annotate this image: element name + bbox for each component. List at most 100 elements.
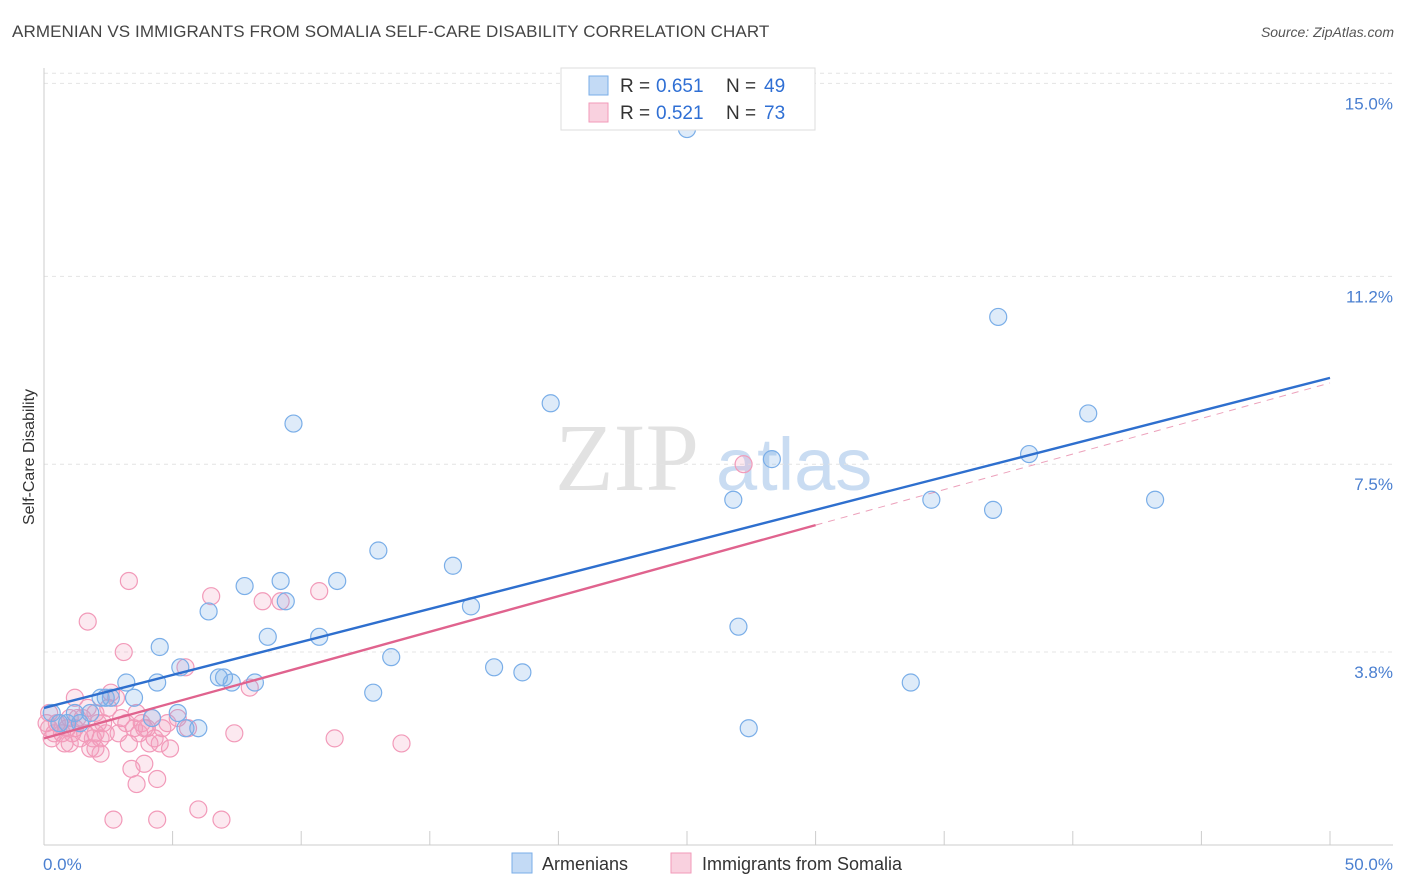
point-somalia [253, 592, 272, 611]
y-axis-label: Self-Care Disability [21, 389, 38, 525]
point-armenians [150, 637, 169, 657]
legend-n-value-0: 49 [764, 76, 785, 97]
point-somalia [86, 724, 105, 743]
series-armenians-points [42, 119, 1165, 738]
legend-n-label-1: N = [726, 103, 756, 124]
point-somalia [91, 744, 110, 763]
point-somalia [271, 592, 290, 611]
point-somalia [189, 800, 208, 819]
point-somalia [132, 714, 151, 733]
point-somalia [96, 724, 115, 743]
point-armenians [276, 592, 295, 611]
point-armenians [81, 703, 100, 723]
bottom-legend-armenians: Armenians [542, 854, 628, 874]
point-armenians [328, 571, 347, 591]
legend-r-label-0: R = [620, 76, 650, 97]
point-armenians [101, 688, 120, 707]
point-somalia [148, 769, 167, 789]
point-armenians [922, 490, 941, 509]
trend-lines [43, 376, 1331, 740]
point-armenians [176, 719, 195, 738]
trend-somalia [43, 523, 816, 740]
point-armenians [189, 719, 208, 738]
point-armenians [50, 714, 69, 733]
legend: R = 0.651 N = 49 R = 0.521 N = 73 [560, 67, 816, 131]
point-armenians [1146, 490, 1165, 509]
bottom-legend-swatch-armenians [511, 852, 533, 874]
series-somalia-points [37, 455, 753, 829]
bottom-legend-swatch-somalia [670, 852, 692, 874]
point-somalia [734, 455, 753, 474]
point-armenians [485, 658, 504, 677]
point-armenians [258, 627, 277, 646]
legend-n-value-1: 73 [764, 103, 785, 124]
legend-r-value-1: 0.521 [656, 103, 704, 124]
point-somalia [225, 724, 244, 743]
legend-r-label-1: R = [620, 103, 650, 124]
point-somalia [60, 708, 79, 728]
point-somalia [135, 719, 154, 738]
x-tick-label-min: 0.0% [43, 855, 82, 874]
legend-r-value-0: 0.651 [656, 76, 704, 97]
point-somalia [325, 729, 344, 748]
point-armenians [762, 450, 781, 469]
point-armenians [983, 500, 1003, 519]
point-somalia [104, 810, 123, 829]
point-armenians [724, 490, 743, 509]
point-armenians [142, 708, 162, 728]
bottom-legend-somalia: Immigrants from Somalia [702, 854, 903, 874]
point-somalia [86, 739, 105, 758]
point-armenians [541, 394, 560, 413]
trend-armenians [43, 376, 1331, 710]
bottom-legend: Armenians Immigrants from Somalia [511, 852, 903, 874]
gridlines [44, 72, 1393, 653]
point-armenians [739, 719, 758, 738]
point-armenians [124, 688, 144, 707]
point-armenians [513, 663, 532, 682]
y-tick-label: 7.5% [1354, 475, 1393, 494]
point-somalia [310, 582, 329, 601]
y-tick-labels: 3.8% 7.5% 11.2% 15.0% [1345, 94, 1393, 682]
point-armenians [989, 307, 1008, 327]
point-somalia [91, 729, 110, 748]
y-tick-label: 15.0% [1345, 94, 1393, 113]
point-armenians [729, 617, 748, 636]
point-somalia [114, 642, 133, 662]
point-armenians [65, 703, 84, 723]
x-tick-label-max: 50.0% [1345, 855, 1393, 874]
point-somalia [212, 810, 231, 829]
point-armenians [235, 576, 254, 596]
watermark-zip: ZIP [555, 404, 699, 511]
point-somalia [160, 739, 180, 758]
point-armenians [901, 673, 920, 692]
legend-n-label-0: N = [726, 76, 756, 97]
point-somalia [127, 774, 146, 794]
point-somalia [392, 734, 411, 753]
point-somalia [135, 754, 154, 773]
watermark: ZIP atlas [555, 404, 872, 511]
point-somalia [202, 587, 221, 606]
point-armenians [1079, 404, 1098, 423]
point-armenians [284, 414, 303, 433]
point-armenians [369, 541, 388, 560]
chart-title: ARMENIAN VS IMMIGRANTS FROM SOMALIA SELF… [12, 22, 770, 41]
point-armenians [271, 571, 290, 591]
y-tick-label: 3.8% [1354, 663, 1393, 682]
point-somalia [150, 734, 169, 753]
point-armenians [443, 556, 463, 575]
legend-swatch-somalia [588, 102, 609, 123]
y-tick-label: 11.2% [1346, 287, 1393, 306]
point-somalia [78, 612, 97, 631]
source-label: Source: ZipAtlas.com [1260, 24, 1394, 40]
trend-somalia-extension [815, 382, 1331, 526]
legend-swatch-armenians [588, 75, 609, 96]
point-armenians [199, 602, 218, 621]
point-somalia [60, 734, 79, 753]
point-armenians [42, 703, 61, 723]
legend-box [560, 67, 816, 131]
point-armenians [364, 683, 383, 702]
point-armenians [168, 703, 187, 723]
point-somalia [148, 810, 167, 829]
point-armenians [382, 648, 401, 667]
